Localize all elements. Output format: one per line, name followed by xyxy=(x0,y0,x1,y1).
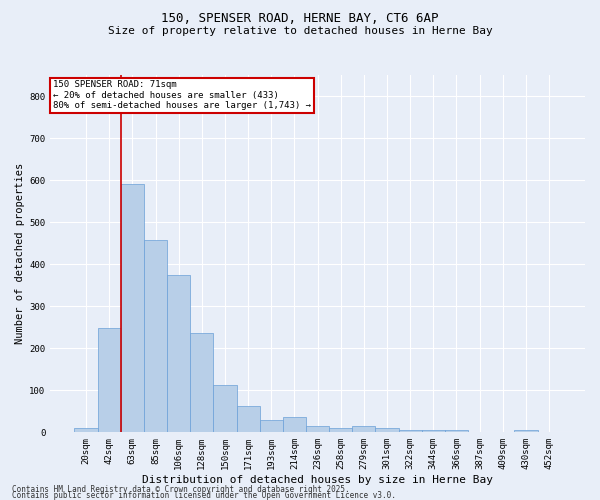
Text: Size of property relative to detached houses in Herne Bay: Size of property relative to detached ho… xyxy=(107,26,493,36)
Bar xyxy=(236,406,260,432)
Bar xyxy=(260,420,283,432)
Bar xyxy=(376,428,398,432)
Text: Contains public sector information licensed under the Open Government Licence v3: Contains public sector information licen… xyxy=(12,491,396,500)
Bar xyxy=(214,385,236,432)
Bar xyxy=(121,184,144,432)
Bar xyxy=(74,428,98,432)
Bar xyxy=(306,426,329,432)
Bar xyxy=(283,417,306,432)
Bar xyxy=(190,332,214,432)
Text: 150, SPENSER ROAD, HERNE BAY, CT6 6AP: 150, SPENSER ROAD, HERNE BAY, CT6 6AP xyxy=(161,12,439,26)
Bar xyxy=(329,428,352,432)
Text: Contains HM Land Registry data © Crown copyright and database right 2025.: Contains HM Land Registry data © Crown c… xyxy=(12,485,350,494)
Text: 150 SPENSER ROAD: 71sqm
← 20% of detached houses are smaller (433)
80% of semi-d: 150 SPENSER ROAD: 71sqm ← 20% of detache… xyxy=(53,80,311,110)
Bar xyxy=(167,274,190,432)
Bar xyxy=(514,430,538,432)
Y-axis label: Number of detached properties: Number of detached properties xyxy=(15,163,25,344)
Bar xyxy=(98,328,121,432)
Bar xyxy=(352,426,376,432)
X-axis label: Distribution of detached houses by size in Herne Bay: Distribution of detached houses by size … xyxy=(142,475,493,485)
Bar xyxy=(144,240,167,432)
Bar xyxy=(445,430,468,432)
Bar xyxy=(422,430,445,432)
Bar xyxy=(398,430,422,432)
